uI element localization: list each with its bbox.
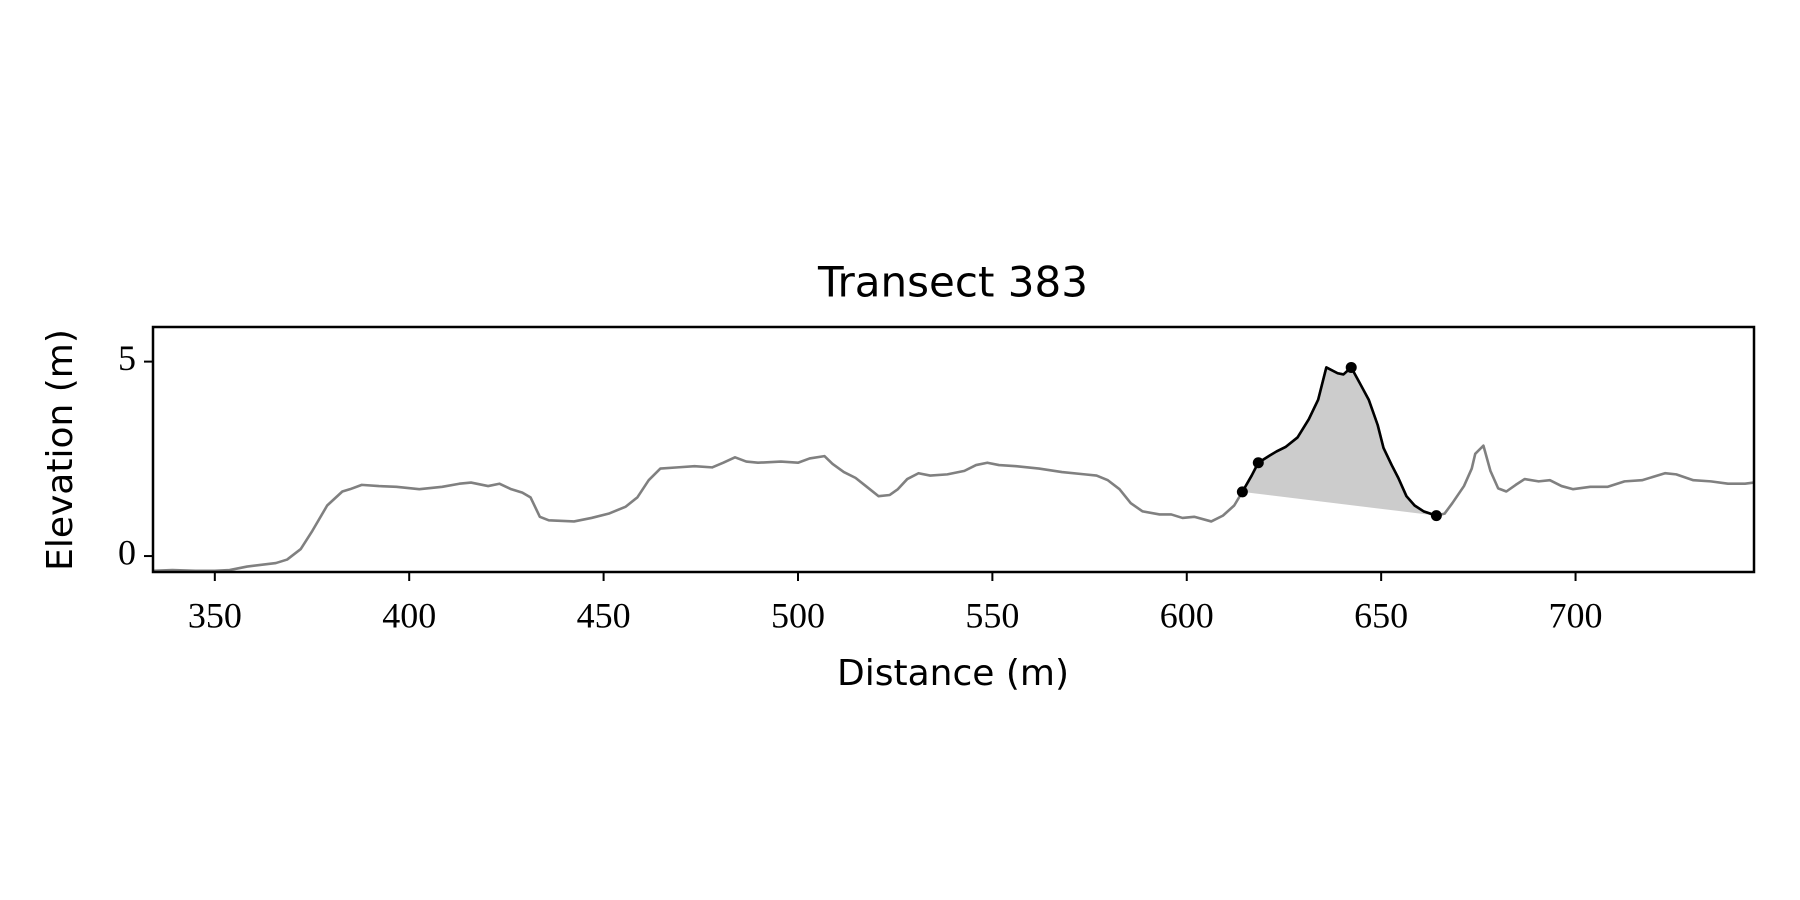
- marker-point: [1252, 457, 1264, 469]
- y-tick-label: 0: [118, 532, 136, 572]
- x-axis-label: Distance (m): [837, 653, 1069, 694]
- x-tick-label: 400: [382, 595, 436, 635]
- x-tick-label: 650: [1354, 595, 1408, 635]
- profile-line: [153, 366, 1754, 572]
- plot-area: [153, 361, 1754, 572]
- x-tick-label: 350: [188, 595, 242, 635]
- volume-fill: [1242, 367, 1437, 516]
- x-tick-label: 500: [771, 595, 825, 635]
- x-tick-label: 550: [965, 595, 1019, 635]
- chart-title: Transect 383: [817, 258, 1088, 307]
- axes-frame: [151, 325, 1756, 574]
- marker-point: [1345, 361, 1357, 373]
- marker-point: [1236, 486, 1248, 498]
- x-tick-label: 450: [577, 595, 631, 635]
- marker-point: [1430, 510, 1442, 522]
- y-tick-label: 5: [118, 338, 136, 378]
- x-tick-label: 700: [1549, 595, 1603, 635]
- x-tick-label: 600: [1160, 595, 1214, 635]
- y-axis-label: Elevation (m): [40, 329, 81, 571]
- profile-line: [1241, 366, 1437, 517]
